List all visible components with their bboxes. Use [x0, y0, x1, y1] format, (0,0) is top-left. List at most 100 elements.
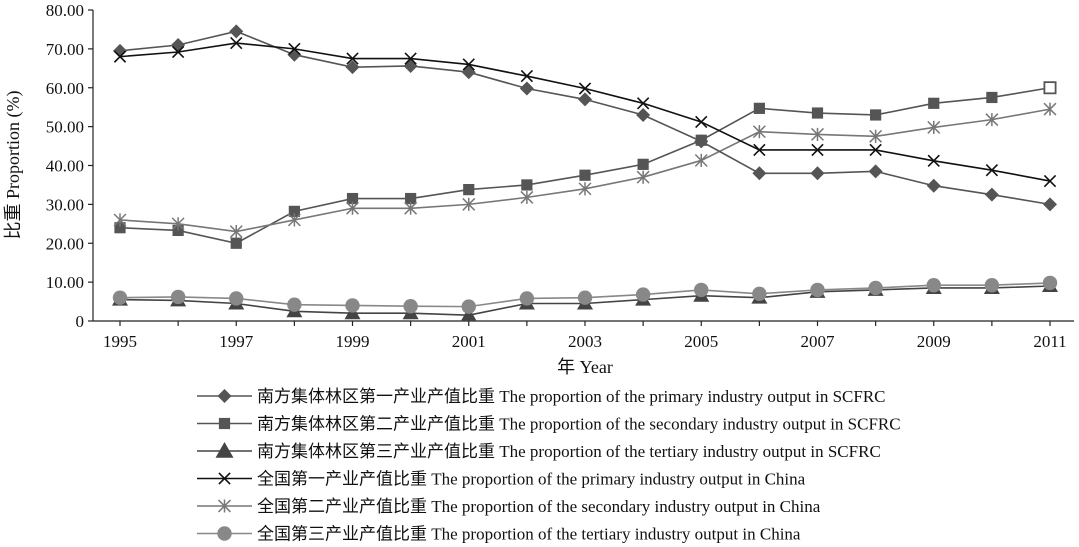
data-point [869, 143, 882, 157]
data-point [521, 179, 533, 191]
data-point [229, 225, 243, 239]
legend-entry: 全国第三产业产值比重 The proportion of the tertiar… [197, 525, 801, 544]
data-point [926, 178, 941, 193]
data-point [462, 197, 476, 211]
data-point [1042, 275, 1058, 291]
legend-entry: 南方集体林区第三产业产值比重 The proportion of the ter… [197, 442, 881, 461]
legend-entry: 全国第二产业产值比重 The proportion of the seconda… [197, 497, 821, 516]
x-tick-label: 1995 [103, 332, 137, 351]
x-tick-label: 2001 [452, 332, 486, 351]
data-point [811, 143, 824, 157]
series-line [119, 42, 1051, 182]
data-point [985, 163, 999, 177]
data-point [287, 297, 302, 312]
data-point [460, 307, 477, 322]
data-point [810, 282, 825, 298]
x-tick-label: 2003 [568, 332, 602, 351]
legend-marker [217, 389, 232, 403]
y-tick-label: 10.00 [46, 273, 84, 292]
data-point [461, 65, 476, 80]
data-point [753, 143, 766, 157]
data-point [519, 291, 535, 306]
y-tick-label: 20.00 [46, 234, 84, 253]
y-tick-label: 50.00 [46, 118, 84, 137]
data-point [752, 166, 767, 181]
data-point [520, 190, 534, 204]
legend-marker [218, 499, 231, 513]
data-point [288, 205, 300, 217]
data-point [112, 290, 128, 305]
data-point [172, 224, 184, 237]
series-2 [114, 81, 1057, 249]
data-point [287, 47, 302, 62]
x-tick-label: 2005 [684, 332, 718, 351]
data-point [1043, 81, 1057, 95]
legend-marker [217, 526, 232, 541]
legend-entry: 全国第一产业产值比重 The proportion of the primary… [197, 470, 806, 489]
data-point [287, 213, 301, 227]
data-point [578, 82, 592, 95]
data-point [520, 69, 534, 83]
data-point [345, 60, 360, 75]
data-point [578, 92, 592, 107]
data-point [869, 129, 883, 143]
legend-label: 全国第一产业产值比重 The proportion of the primary… [257, 470, 806, 489]
y-tick-label: 60.00 [46, 79, 84, 98]
series-4 [113, 36, 1057, 188]
data-point [113, 213, 127, 227]
data-point [346, 192, 359, 205]
chart-axes [92, 10, 1074, 322]
data-point [230, 36, 243, 50]
data-point [346, 201, 359, 215]
data-point [462, 58, 475, 71]
data-point [578, 182, 592, 196]
x-axis-label: 年 Year [557, 357, 613, 377]
data-point [171, 217, 185, 231]
data-point [928, 97, 940, 109]
data-point [577, 290, 593, 305]
data-point [1043, 174, 1057, 188]
data-point [404, 201, 418, 215]
data-point [346, 52, 359, 65]
y-tick-label: 0 [76, 312, 85, 331]
data-point [345, 298, 360, 313]
series-line [119, 86, 1051, 245]
data-point [636, 97, 650, 110]
data-point [405, 192, 417, 205]
legend-label: 南方集体林区第一产业产值比重 The proportion of the pri… [257, 387, 886, 406]
series-6 [112, 275, 1058, 314]
legend-label: 南方集体林区第三产业产值比重 The proportion of the ter… [257, 442, 881, 461]
data-point [927, 120, 941, 134]
data-point [926, 278, 941, 293]
data-point [636, 107, 651, 122]
y-tick-label: 40.00 [46, 157, 84, 176]
data-point [404, 52, 417, 65]
data-point [519, 81, 534, 96]
data-point [870, 109, 882, 121]
legend-label: 全国第三产业产值比重 The proportion of the tertiar… [257, 525, 801, 544]
x-axis-ticks: 1995 1997 1999 2001 2003 2005 2007 2009 2011 [103, 321, 1067, 351]
data-point [171, 45, 185, 59]
x-tick-label: 1999 [336, 332, 370, 351]
y-tick-label: 30.00 [46, 195, 84, 214]
data-point [927, 154, 940, 168]
data-point [694, 282, 709, 298]
data-point [229, 291, 244, 306]
data-point [229, 24, 244, 39]
data-point [810, 166, 825, 181]
data-point [114, 222, 126, 234]
chart-legend: 南方集体林区第一产业产值比重 The proportion of the pri… [197, 387, 901, 544]
x-tick-label: 2007 [801, 332, 836, 351]
data-point [694, 134, 709, 149]
data-point [637, 158, 649, 170]
series-group [112, 24, 1058, 322]
data-point [984, 278, 1000, 293]
data-point [985, 113, 999, 127]
legend-label: 南方集体林区第二产业产值比重 The proportion of the sec… [257, 415, 901, 434]
legend-entry: 南方集体林区第一产业产值比重 The proportion of the pri… [197, 387, 886, 406]
data-point [695, 115, 708, 129]
x-tick-label: 2011 [1033, 332, 1066, 351]
x-tick-label: 1997 [219, 332, 254, 351]
data-point [171, 37, 186, 52]
